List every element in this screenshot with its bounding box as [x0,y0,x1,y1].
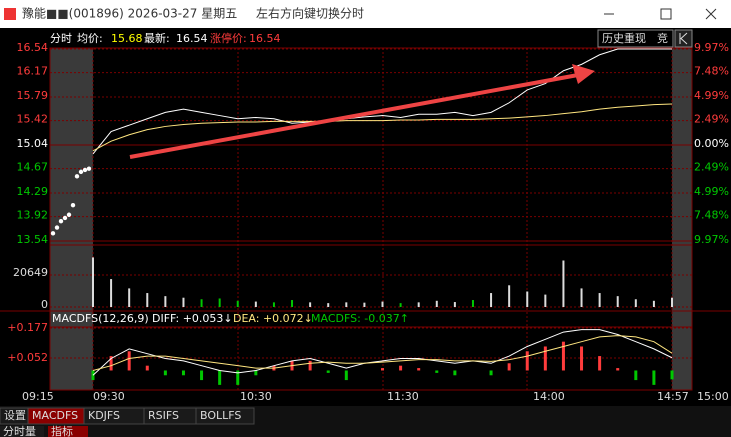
dea-line [92,335,673,371]
bottom-tab-label[interactable]: 分时量 [3,425,36,437]
tab-label[interactable]: BOLLFS [200,409,241,422]
tab-label[interactable]: 设置 [4,409,26,422]
time-label: 15:00 [697,390,729,403]
macd-tick: +0.177 [7,321,48,334]
tab[interactable] [195,407,255,425]
price-tick: 14.67 [17,161,49,174]
back-button[interactable] [674,29,693,48]
auction-dot [86,166,92,171]
price-tick: 16.17 [17,65,49,78]
price-tick: 15.04 [17,137,49,150]
header-text: 最新: [144,31,170,45]
pct-tick: 4.99% [694,89,729,102]
macd-header: MACDFS: -0.037↑ [311,312,409,325]
time-label: 14:00 [533,390,565,403]
time-label: 10:30 [240,390,272,403]
pct-tick: 7.48% [694,209,729,222]
time-label: 14:57 [657,390,689,403]
header-text: 15.68 [111,32,143,45]
pct-tick: 7.48% [694,65,729,78]
header-text: 16.54 [249,32,281,45]
price-tick: 14.29 [17,185,49,198]
time-label: 09:30 [93,390,125,403]
auction-dot [58,218,64,224]
auction-dot [54,225,60,230]
avg-line [92,103,673,152]
bid[interactable]: 竞 [657,31,668,45]
tab-label[interactable]: MACDFS [32,409,78,422]
bottom-tab[interactable] [0,426,44,437]
price-tick: 16.54 [17,41,49,54]
auction-dot [66,212,72,217]
pct-tick: 2.49% [694,113,729,126]
header-text: 涨停价: [210,31,247,45]
auction-dot [74,174,80,179]
pct-tick: 2.49% [694,161,729,174]
hint: 左右方向键切换分时 [256,6,364,21]
bottom-tab-label[interactable]: 指标 [51,424,73,437]
window-title: 豫能■■(001896) 2026-03-27 星期五 [22,7,237,21]
volume-tick: 20649 [13,266,48,279]
app-icon [4,8,16,20]
time-label: 11:30 [387,390,419,403]
annotation-arrow [129,73,579,159]
pct-tick: 4.99% [694,185,729,198]
bottom-tab[interactable] [48,426,88,437]
macd-header: DEA: +0.072↓ [233,312,313,325]
macd-tick: +0.052 [7,351,48,364]
price-tick: 13.54 [17,233,49,246]
time-label: 09:15 [22,390,54,403]
price-tick: 13.92 [17,209,49,222]
macd-header: DIFF: +0.053↓ [152,312,233,325]
back-icon [679,32,688,45]
auction-dot [70,202,76,208]
arrow-head [572,64,595,84]
maximize[interactable] [660,8,672,20]
pct-tick: 9.97% [694,41,729,54]
diff-line [92,329,673,376]
close-zone [672,48,692,390]
replay-button[interactable] [597,29,674,48]
auction-dot [82,167,88,173]
price-tick: 15.79 [17,89,49,102]
pct-tick: 9.97% [694,233,729,246]
plot-frame [49,47,693,391]
header-text: 均价: [77,32,103,45]
auction-dot [50,231,56,236]
tab-label[interactable]: RSIFS [148,409,179,422]
close[interactable] [705,8,717,20]
auction-dot [62,215,68,221]
header-text: 分时 [50,32,72,45]
pct-tick: 0.00% [694,137,729,150]
tab-label[interactable]: KDJFS [88,409,120,422]
replay[interactable]: 历史重现 [602,31,646,45]
macd-header: MACDFS(12,26,9) [52,312,149,325]
auction-dot [78,169,84,175]
auction-zone [50,48,93,390]
header-text: 16.54 [176,32,208,45]
volume-tick: 0 [41,298,48,311]
price-tick: 15.42 [17,113,49,126]
